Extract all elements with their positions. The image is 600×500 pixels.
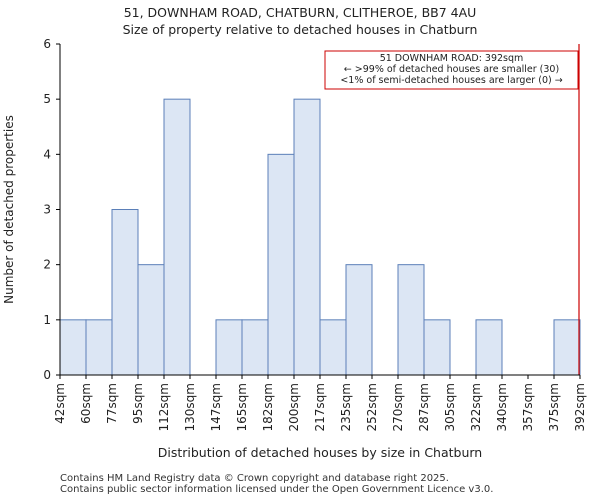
- y-axis-label: Number of detached properties: [2, 115, 16, 304]
- x-tick-label: 200sqm: [287, 383, 301, 431]
- x-tick-label: 252sqm: [365, 383, 379, 431]
- footer: Contains HM Land Registry data © Crown c…: [60, 473, 493, 495]
- x-tick-label: 60sqm: [79, 383, 93, 424]
- chart-title-line1: 51, DOWNHAM ROAD, CHATBURN, CLITHEROE, B…: [123, 5, 477, 20]
- annotation-box: 51 DOWNHAM ROAD: 392sqm ← >99% of detach…: [324, 50, 579, 90]
- annotation-line1: 51 DOWNHAM ROAD: 392sqm: [380, 53, 524, 64]
- y-tick-label: 1: [43, 313, 51, 327]
- annotation-line2: ← >99% of detached houses are smaller (3…: [344, 64, 559, 75]
- bar: [85, 319, 113, 376]
- bar: [345, 264, 373, 376]
- x-tick-label: 130sqm: [183, 383, 197, 431]
- annotation-line3: <1% of semi-detached houses are larger (…: [340, 75, 562, 86]
- x-tick-label: 270sqm: [391, 383, 405, 431]
- x-tick-label: 95sqm: [131, 383, 145, 424]
- bar: [163, 98, 191, 376]
- x-tick-label: 340sqm: [495, 383, 509, 431]
- histogram-chart: 0 1 2 3 4 5 6 42sqm 60sqm 77sqm 95sqm 112sqm 130sqm…: [2, 37, 587, 460]
- x-tick-label: 77sqm: [105, 383, 119, 424]
- bar: [319, 319, 347, 376]
- bar: [111, 209, 139, 376]
- chart-title-line2: Size of property relative to detached ho…: [122, 22, 478, 37]
- bar: [267, 153, 295, 376]
- bar: [59, 319, 87, 376]
- y-tick-label: 6: [43, 37, 51, 51]
- x-tick-label: 165sqm: [235, 383, 249, 431]
- footer-line1: Contains HM Land Registry data © Crown c…: [60, 473, 449, 484]
- chart-title: 51, DOWNHAM ROAD, CHATBURN, CLITHEROE, B…: [0, 4, 600, 38]
- x-axis-label: Distribution of detached houses by size …: [158, 445, 482, 460]
- x-tick-label: 392sqm: [573, 383, 587, 431]
- bar: [553, 319, 581, 376]
- x-tick-label: 322sqm: [469, 383, 483, 431]
- x-tick-label: 235sqm: [339, 383, 353, 431]
- x-ticks-group: 42sqm 60sqm 77sqm 95sqm 112sqm 130sqm 147sqm 16…: [53, 375, 587, 431]
- y-tick-label: 3: [43, 203, 51, 217]
- x-tick-label: 375sqm: [547, 383, 561, 431]
- x-tick-label: 182sqm: [261, 383, 275, 431]
- y-tick-label: 4: [43, 147, 51, 161]
- footer-line2: Contains public sector information licen…: [60, 484, 494, 495]
- x-tick-label: 42sqm: [53, 383, 67, 424]
- bars-group: [59, 98, 581, 376]
- bar: [215, 319, 243, 376]
- y-tick-label: 2: [43, 258, 51, 272]
- x-tick-label: 112sqm: [157, 383, 171, 431]
- bar: [397, 264, 425, 376]
- y-ticks-group: 0 1 2 3 4 5 6: [43, 37, 60, 382]
- x-tick-label: 287sqm: [417, 383, 431, 431]
- x-tick-label: 147sqm: [209, 383, 223, 431]
- bar: [293, 98, 321, 376]
- x-tick-label: 305sqm: [443, 383, 457, 431]
- y-tick-label: 0: [43, 368, 51, 382]
- bar: [241, 319, 269, 376]
- bar: [423, 319, 451, 376]
- bar: [137, 264, 165, 376]
- x-tick-label: 217sqm: [313, 383, 327, 431]
- y-tick-label: 5: [43, 92, 51, 106]
- x-tick-label: 357sqm: [521, 383, 535, 431]
- bar: [475, 319, 503, 376]
- annotation-border: [324, 50, 579, 90]
